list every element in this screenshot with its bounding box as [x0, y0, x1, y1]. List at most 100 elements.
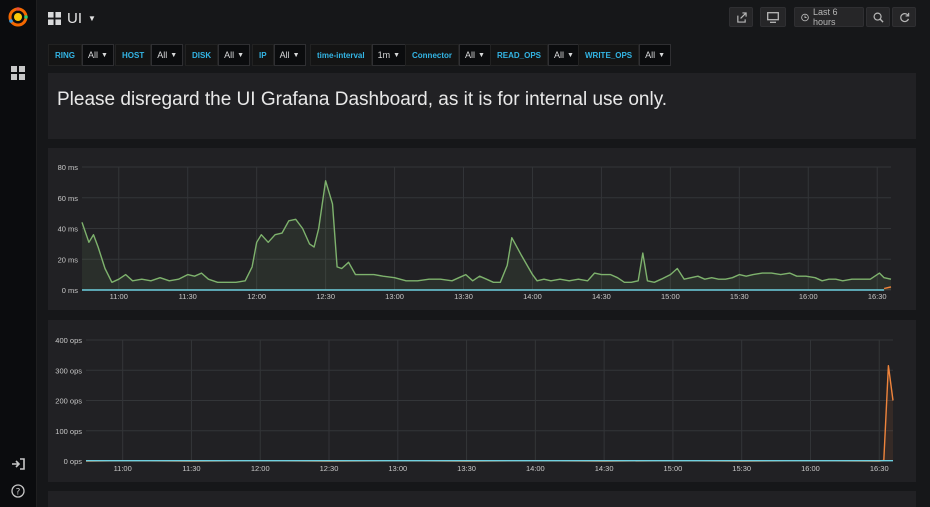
caret-down-icon: ▼ — [658, 51, 666, 59]
svg-text:?: ? — [16, 488, 21, 498]
x-tick-label: 13:30 — [457, 464, 476, 473]
help-icon[interactable]: ? — [0, 483, 36, 499]
y-tick-label: 40 ms — [58, 225, 79, 234]
ops-chart: 0 ops 100 ops 200 ops 300 ops 400 ops 11:00 11… — [55, 336, 894, 473]
variable-value: All — [157, 50, 168, 60]
variable-dropdown[interactable]: All ▼ — [459, 44, 491, 66]
share-icon — [736, 11, 747, 23]
caret-down-icon: ▼ — [237, 51, 245, 59]
x-tick-label: 13:30 — [454, 292, 473, 301]
variable-write-ops: WRITE_OPS All ▼ — [578, 44, 672, 66]
variable-label: HOST — [115, 44, 152, 66]
variable-dropdown[interactable]: All ▼ — [273, 44, 306, 66]
variable-time-interval: time-interval 1m ▼ — [310, 44, 407, 66]
x-tick-label: 13:00 — [385, 292, 404, 301]
variable-label: RING — [48, 44, 82, 66]
variable-label: time-interval — [310, 44, 372, 66]
dashboard-title: UI — [67, 9, 82, 27]
caret-down-icon: ▼ — [567, 51, 574, 59]
variable-label: WRITE_OPS — [578, 44, 640, 66]
dashboards-icon[interactable] — [0, 64, 36, 82]
x-tick-label: 14:00 — [523, 292, 542, 301]
share-button[interactable] — [729, 7, 753, 27]
caret-down-icon: ▼ — [393, 51, 401, 59]
x-tick-label: 14:30 — [595, 464, 614, 473]
x-tick-label: 12:00 — [251, 464, 270, 473]
x-tick-label: 12:00 — [247, 292, 266, 301]
side-menu: ? — [0, 0, 37, 507]
variable-read-ops: READ_OPS All ▼ — [490, 44, 580, 66]
variable-dropdown[interactable]: All ▼ — [639, 44, 672, 66]
y-tick-label: 400 ops — [55, 336, 82, 345]
y-tick-label: 300 ops — [55, 366, 82, 375]
variable-dropdown[interactable]: All ▼ — [218, 44, 251, 66]
x-tick-label: 16:00 — [799, 292, 818, 301]
variable-label: Connector — [405, 44, 459, 66]
chevron-down-icon: ▼ — [88, 13, 96, 23]
grafana-logo-icon[interactable] — [0, 6, 36, 28]
x-tick-label: 15:00 — [664, 464, 683, 473]
time-picker-button[interactable]: Last 6 hours — [794, 7, 864, 27]
y-tick-label: 0 ms — [62, 286, 79, 295]
dashboard-grid-icon — [48, 11, 61, 25]
variable-label: IP — [252, 44, 274, 66]
series-area-fill — [82, 180, 891, 290]
x-tick-label: 11:30 — [179, 292, 197, 301]
variable-ring: RING All ▼ — [48, 44, 114, 66]
x-tick-label: 11:30 — [182, 464, 200, 473]
zoom-out-icon — [873, 12, 884, 23]
x-tick-label: 11:00 — [110, 292, 128, 301]
variable-disk: DISK All ▼ — [185, 44, 251, 66]
text-panel: Please disregard the UI Grafana Dashboar… — [48, 73, 916, 139]
variable-value: All — [224, 50, 235, 60]
x-tick-label: 15:00 — [661, 292, 680, 301]
variable-dropdown[interactable]: All ▼ — [82, 44, 114, 66]
clock-icon — [801, 13, 809, 21]
ops-graph-panel[interactable]: 0 ops 100 ops 200 ops 300 ops 400 ops 11:00 11… — [48, 320, 916, 482]
template-variables-bar: RING All ▼ HOST All ▼ DISK All ▼ IP All ▼ ti… — [36, 44, 930, 66]
variable-dropdown[interactable]: All ▼ — [151, 44, 184, 66]
variable-value: All — [279, 50, 290, 60]
variable-label: READ_OPS — [490, 44, 549, 66]
refresh-button[interactable] — [892, 7, 916, 27]
variable-value: All — [465, 50, 476, 60]
x-tick-label: 11:00 — [114, 464, 132, 473]
y-tick-label: 200 ops — [55, 397, 82, 406]
variable-host: HOST All ▼ — [115, 44, 184, 66]
latency-graph-panel[interactable]: 0 ms 20 ms 40 ms 60 ms 80 ms 11:00 11:30 12:00 1… — [48, 148, 916, 310]
variable-dropdown[interactable]: All ▼ — [548, 44, 580, 66]
x-tick-label: 12:30 — [316, 292, 335, 301]
refresh-icon — [899, 12, 909, 22]
latency-chart: 0 ms 20 ms 40 ms 60 ms 80 ms 11:00 11:30 12:00 1… — [58, 163, 892, 301]
sign-in-icon[interactable] — [0, 456, 36, 472]
variable-value: All — [645, 50, 656, 60]
variable-value: All — [88, 50, 99, 60]
variable-dropdown[interactable]: 1m ▼ — [371, 44, 407, 66]
caret-down-icon: ▼ — [292, 51, 300, 59]
y-tick-label: 80 ms — [58, 163, 79, 172]
dashboard-picker[interactable]: UI ▼ — [48, 8, 96, 28]
series-line — [883, 286, 892, 290]
next-panel — [48, 491, 916, 507]
zoom-out-button[interactable] — [866, 7, 890, 27]
series-line — [85, 365, 894, 462]
x-tick-label: 16:00 — [801, 464, 820, 473]
x-tick-label: 16:30 — [870, 464, 889, 473]
variable-label: DISK — [185, 44, 219, 66]
x-tick-label: 12:30 — [320, 464, 339, 473]
x-tick-label: 14:30 — [592, 292, 611, 301]
top-navbar: UI ▼ Last 6 hours — [36, 0, 930, 38]
time-range-label: Last 6 hours — [813, 7, 838, 27]
caret-down-icon: ▼ — [478, 51, 485, 59]
monitor-icon — [767, 11, 779, 23]
x-tick-label: 15:30 — [730, 292, 749, 301]
caret-down-icon: ▼ — [170, 51, 178, 59]
panel-message: Please disregard the UI Grafana Dashboar… — [57, 89, 668, 110]
variable-ip: IP All ▼ — [252, 44, 306, 66]
variable-value: All — [554, 50, 565, 60]
y-tick-label: 20 ms — [58, 255, 79, 264]
caret-down-icon: ▼ — [101, 51, 108, 59]
tv-mode-button[interactable] — [760, 7, 786, 27]
y-tick-label: 100 ops — [55, 427, 82, 436]
variable-connector: Connector All ▼ — [405, 44, 491, 66]
